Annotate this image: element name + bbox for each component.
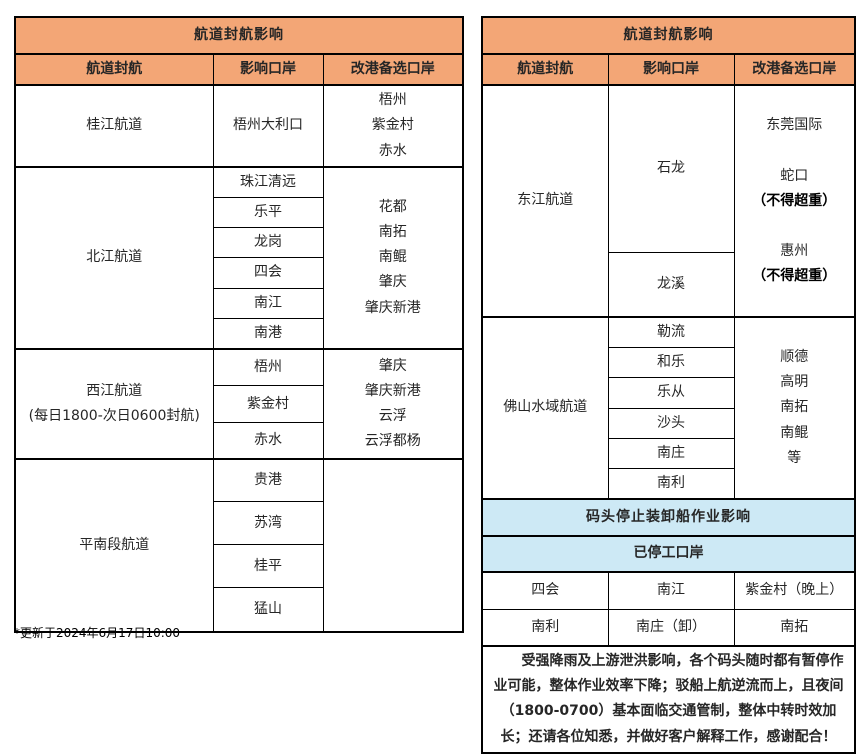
channel-cell: 佛山水域航道 — [481, 315, 609, 500]
column-header-affected: 影响口岸 — [212, 52, 324, 86]
alt-port: 蛇口（不得超重） — [752, 167, 837, 209]
port-cell: 乐平 — [212, 196, 324, 229]
channel-cell: 东江航道 — [481, 84, 609, 318]
port-cell: 四会 — [212, 257, 324, 289]
column-header-alternate: 改港备选口岸 — [322, 52, 464, 86]
stopped-port-cell: 南庄（卸） — [607, 608, 735, 647]
port-cell: 乐从 — [607, 377, 735, 409]
stopped-port-cell: 南拓 — [733, 608, 856, 647]
port-cell: 南港 — [212, 317, 324, 350]
stopped-port-cell: 紫金村（晚上） — [733, 571, 856, 610]
dock-section-title: 码头停止装卸船作业影响 — [481, 498, 856, 537]
alt-ports-cell: 梧州 紫金村 赤水 — [322, 84, 464, 168]
column-header-channel: 航道封航 — [481, 52, 609, 86]
port-cell: 石龙 — [607, 84, 735, 253]
stopped-port-cell: 四会 — [481, 571, 609, 610]
channel-cell: 北江航道 — [14, 165, 214, 350]
alt-ports-cell: 东莞国际 蛇口（不得超重） 惠州（不得超重） — [733, 84, 856, 318]
alt-ports-cell: 肇庆 肇庆新港 云浮 云浮都杨 — [322, 347, 464, 460]
port-cell: 珠江清远 — [212, 165, 324, 198]
dock-section-subtitle: 已停工口岸 — [481, 535, 856, 573]
alt-port: 惠州（不得超重） — [752, 242, 837, 284]
table-title: 航道封航影响 — [481, 16, 856, 55]
column-header-affected: 影响口岸 — [607, 52, 735, 86]
alt-ports-cell: 顺德 高明 南拓 南鲲 等 — [733, 315, 856, 500]
update-footer: *更新于2024年6月17日10:00 — [14, 626, 181, 640]
right-table: 航道封航影响 航道封航 影响口岸 改港备选口岸 东江航道 石龙 东莞国际 蛇口（… — [481, 16, 857, 754]
column-header-channel: 航道封航 — [14, 52, 214, 86]
port-cell: 和乐 — [607, 347, 735, 379]
channel-cell: 桂江航道 — [14, 84, 214, 168]
port-cell: 猛山 — [212, 587, 324, 633]
channel-cell: 平南段航道 — [14, 457, 214, 633]
table-title: 航道封航影响 — [14, 16, 464, 55]
port-cell: 苏湾 — [212, 501, 324, 546]
alt-ports-cell — [322, 457, 464, 633]
stopped-port-cell: 南利 — [481, 608, 609, 647]
port-cell: 龙溪 — [607, 251, 735, 318]
notice-text: 受强降雨及上游泄洪影响，各个码头随时都有暂停作业可能，整体作业效率下降；驳船上航… — [481, 645, 856, 754]
port-cell: 梧州大利口 — [212, 84, 324, 168]
port-cell: 南江 — [212, 287, 324, 319]
alt-port: 东莞国际 — [766, 117, 823, 134]
port-cell: 南庄 — [607, 437, 735, 469]
channel-cell: 西江航道 (每日1800-次日0600封航) — [14, 347, 214, 460]
column-header-alternate: 改港备选口岸 — [733, 52, 856, 86]
port-cell: 南利 — [607, 467, 735, 500]
port-cell: 桂平 — [212, 544, 324, 589]
port-cell: 紫金村 — [212, 385, 324, 424]
port-cell: 贵港 — [212, 457, 324, 503]
left-table: 航道封航影响 航道封航 影响口岸 改港备选口岸 桂江航道 梧州大利口 梧州 紫金… — [14, 16, 465, 633]
port-cell: 梧州 — [212, 347, 324, 387]
alt-ports-cell: 花都 南拓 南鲲 肇庆 肇庆新港 — [322, 165, 464, 350]
port-cell: 沙头 — [607, 407, 735, 439]
port-cell: 赤水 — [212, 422, 324, 460]
port-cell: 勒流 — [607, 315, 735, 349]
stopped-port-cell: 南江 — [607, 571, 735, 610]
port-cell: 龙岗 — [212, 227, 324, 259]
